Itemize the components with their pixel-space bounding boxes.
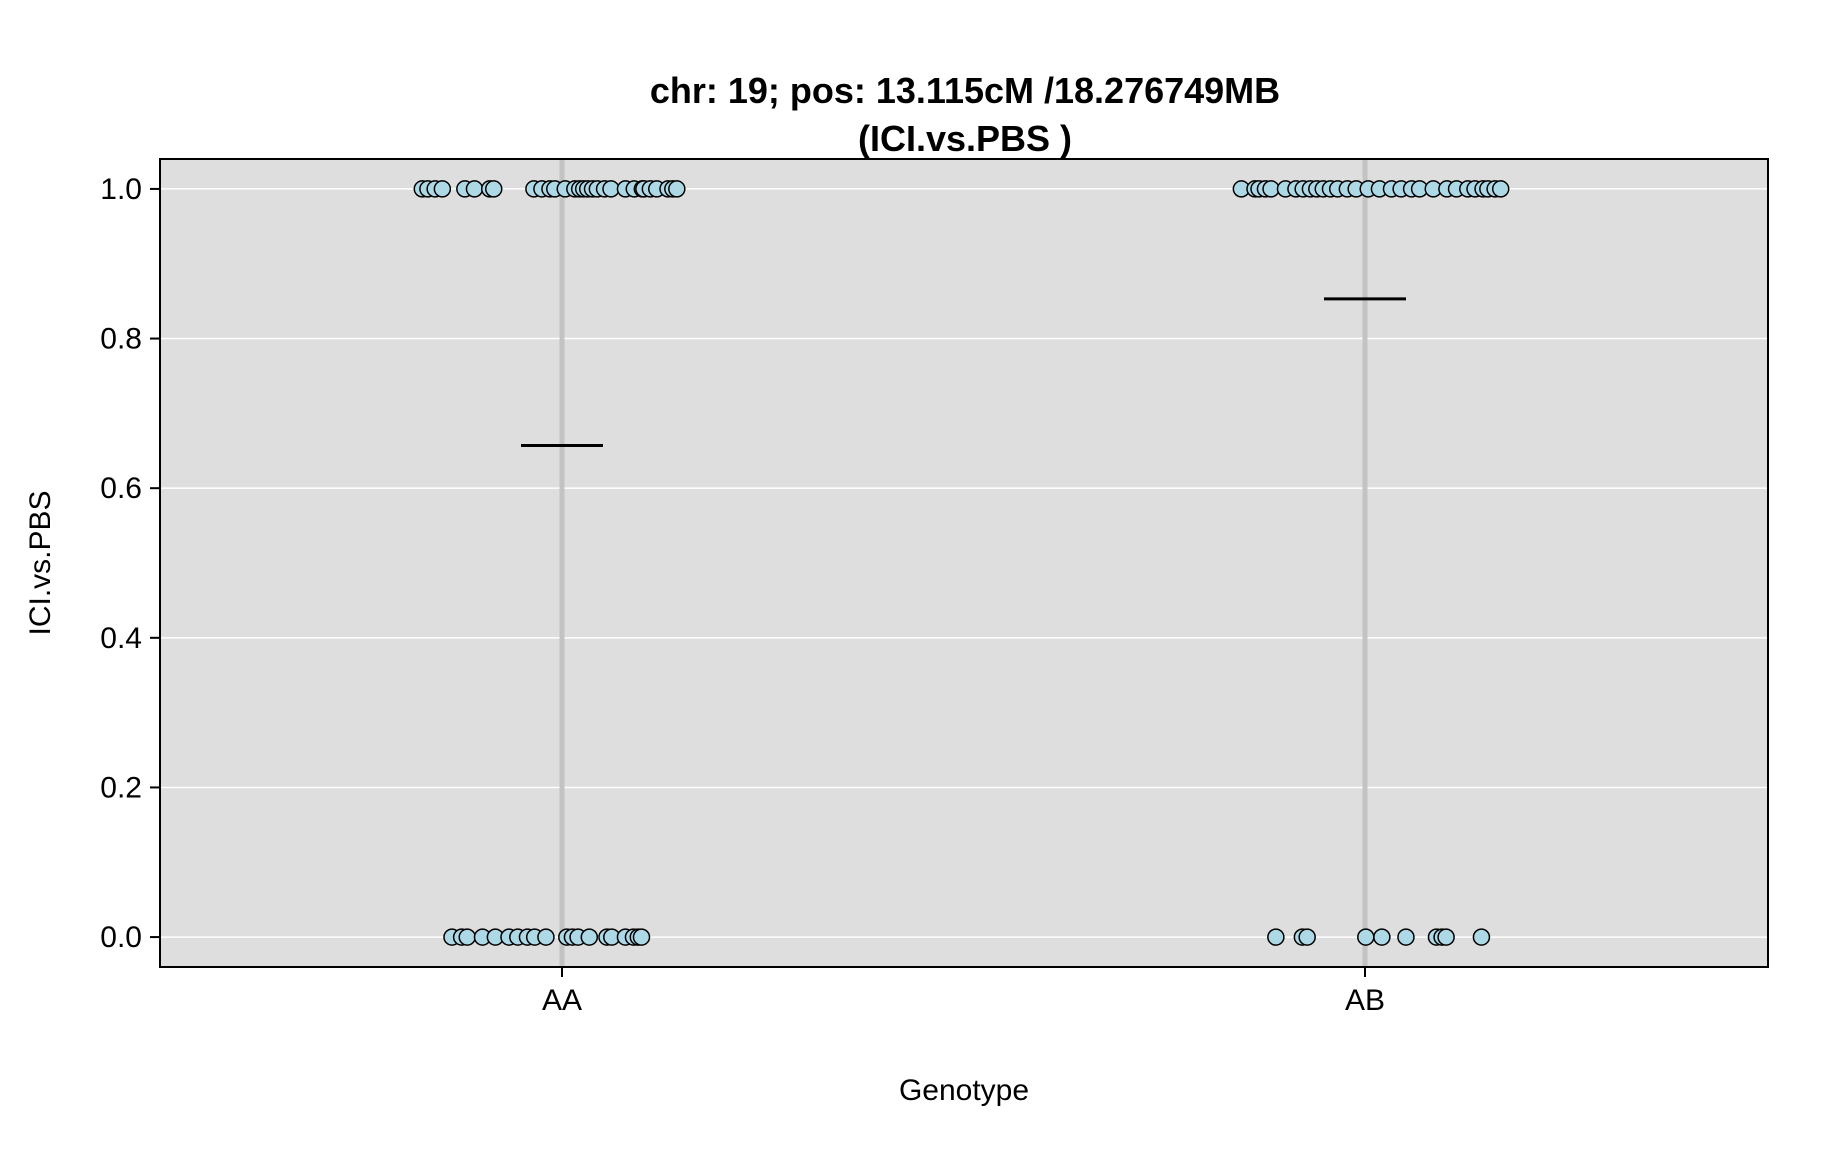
x-tick-label: AB bbox=[1345, 984, 1385, 1017]
y-tick-label: 0.2 bbox=[100, 771, 142, 804]
data-point bbox=[1397, 928, 1415, 946]
data-point bbox=[668, 180, 686, 198]
data-point bbox=[1491, 180, 1510, 198]
data-point bbox=[580, 928, 599, 946]
mean-lines bbox=[521, 297, 1406, 448]
y-axis-ticks: 0.0 0.2 0.4 0.6 0.8 1.0 bbox=[100, 173, 160, 954]
data-point bbox=[1472, 928, 1491, 946]
data-point bbox=[465, 180, 484, 198]
plot-border bbox=[159, 158, 1769, 968]
data-point bbox=[1298, 928, 1316, 946]
data-point bbox=[458, 928, 476, 946]
y-tick-label: 0.6 bbox=[100, 472, 142, 505]
y-tick-label: 0.8 bbox=[100, 323, 142, 356]
y-axis-title: ICI.vs.PBS bbox=[24, 490, 57, 635]
data-point bbox=[632, 928, 651, 946]
data-point bbox=[433, 180, 452, 198]
x-tick-label: AA bbox=[542, 984, 582, 1017]
data-point bbox=[537, 928, 555, 946]
data-points bbox=[413, 180, 1510, 946]
x-axis-title: Genotype bbox=[899, 1074, 1029, 1107]
data-point bbox=[484, 180, 503, 198]
x-axis-ticks: AA AB bbox=[542, 967, 1385, 1017]
y-tick-label: 0.0 bbox=[100, 921, 142, 954]
data-point bbox=[1437, 928, 1455, 946]
plot-background bbox=[160, 159, 1768, 967]
chart-title: chr: 19; pos: 13.115cM /18.276749MB bbox=[649, 70, 1281, 111]
y-tick-label: 0.4 bbox=[100, 622, 142, 655]
data-point bbox=[1262, 180, 1280, 198]
data-point bbox=[1267, 928, 1285, 946]
y-tick-label: 1.0 bbox=[100, 173, 142, 206]
data-point bbox=[602, 180, 620, 198]
chart-subtitle: (ICI.vs.PBS ) bbox=[857, 118, 1073, 159]
data-point bbox=[1373, 928, 1391, 946]
data-point bbox=[1357, 928, 1375, 946]
category-lines bbox=[559, 159, 1368, 967]
